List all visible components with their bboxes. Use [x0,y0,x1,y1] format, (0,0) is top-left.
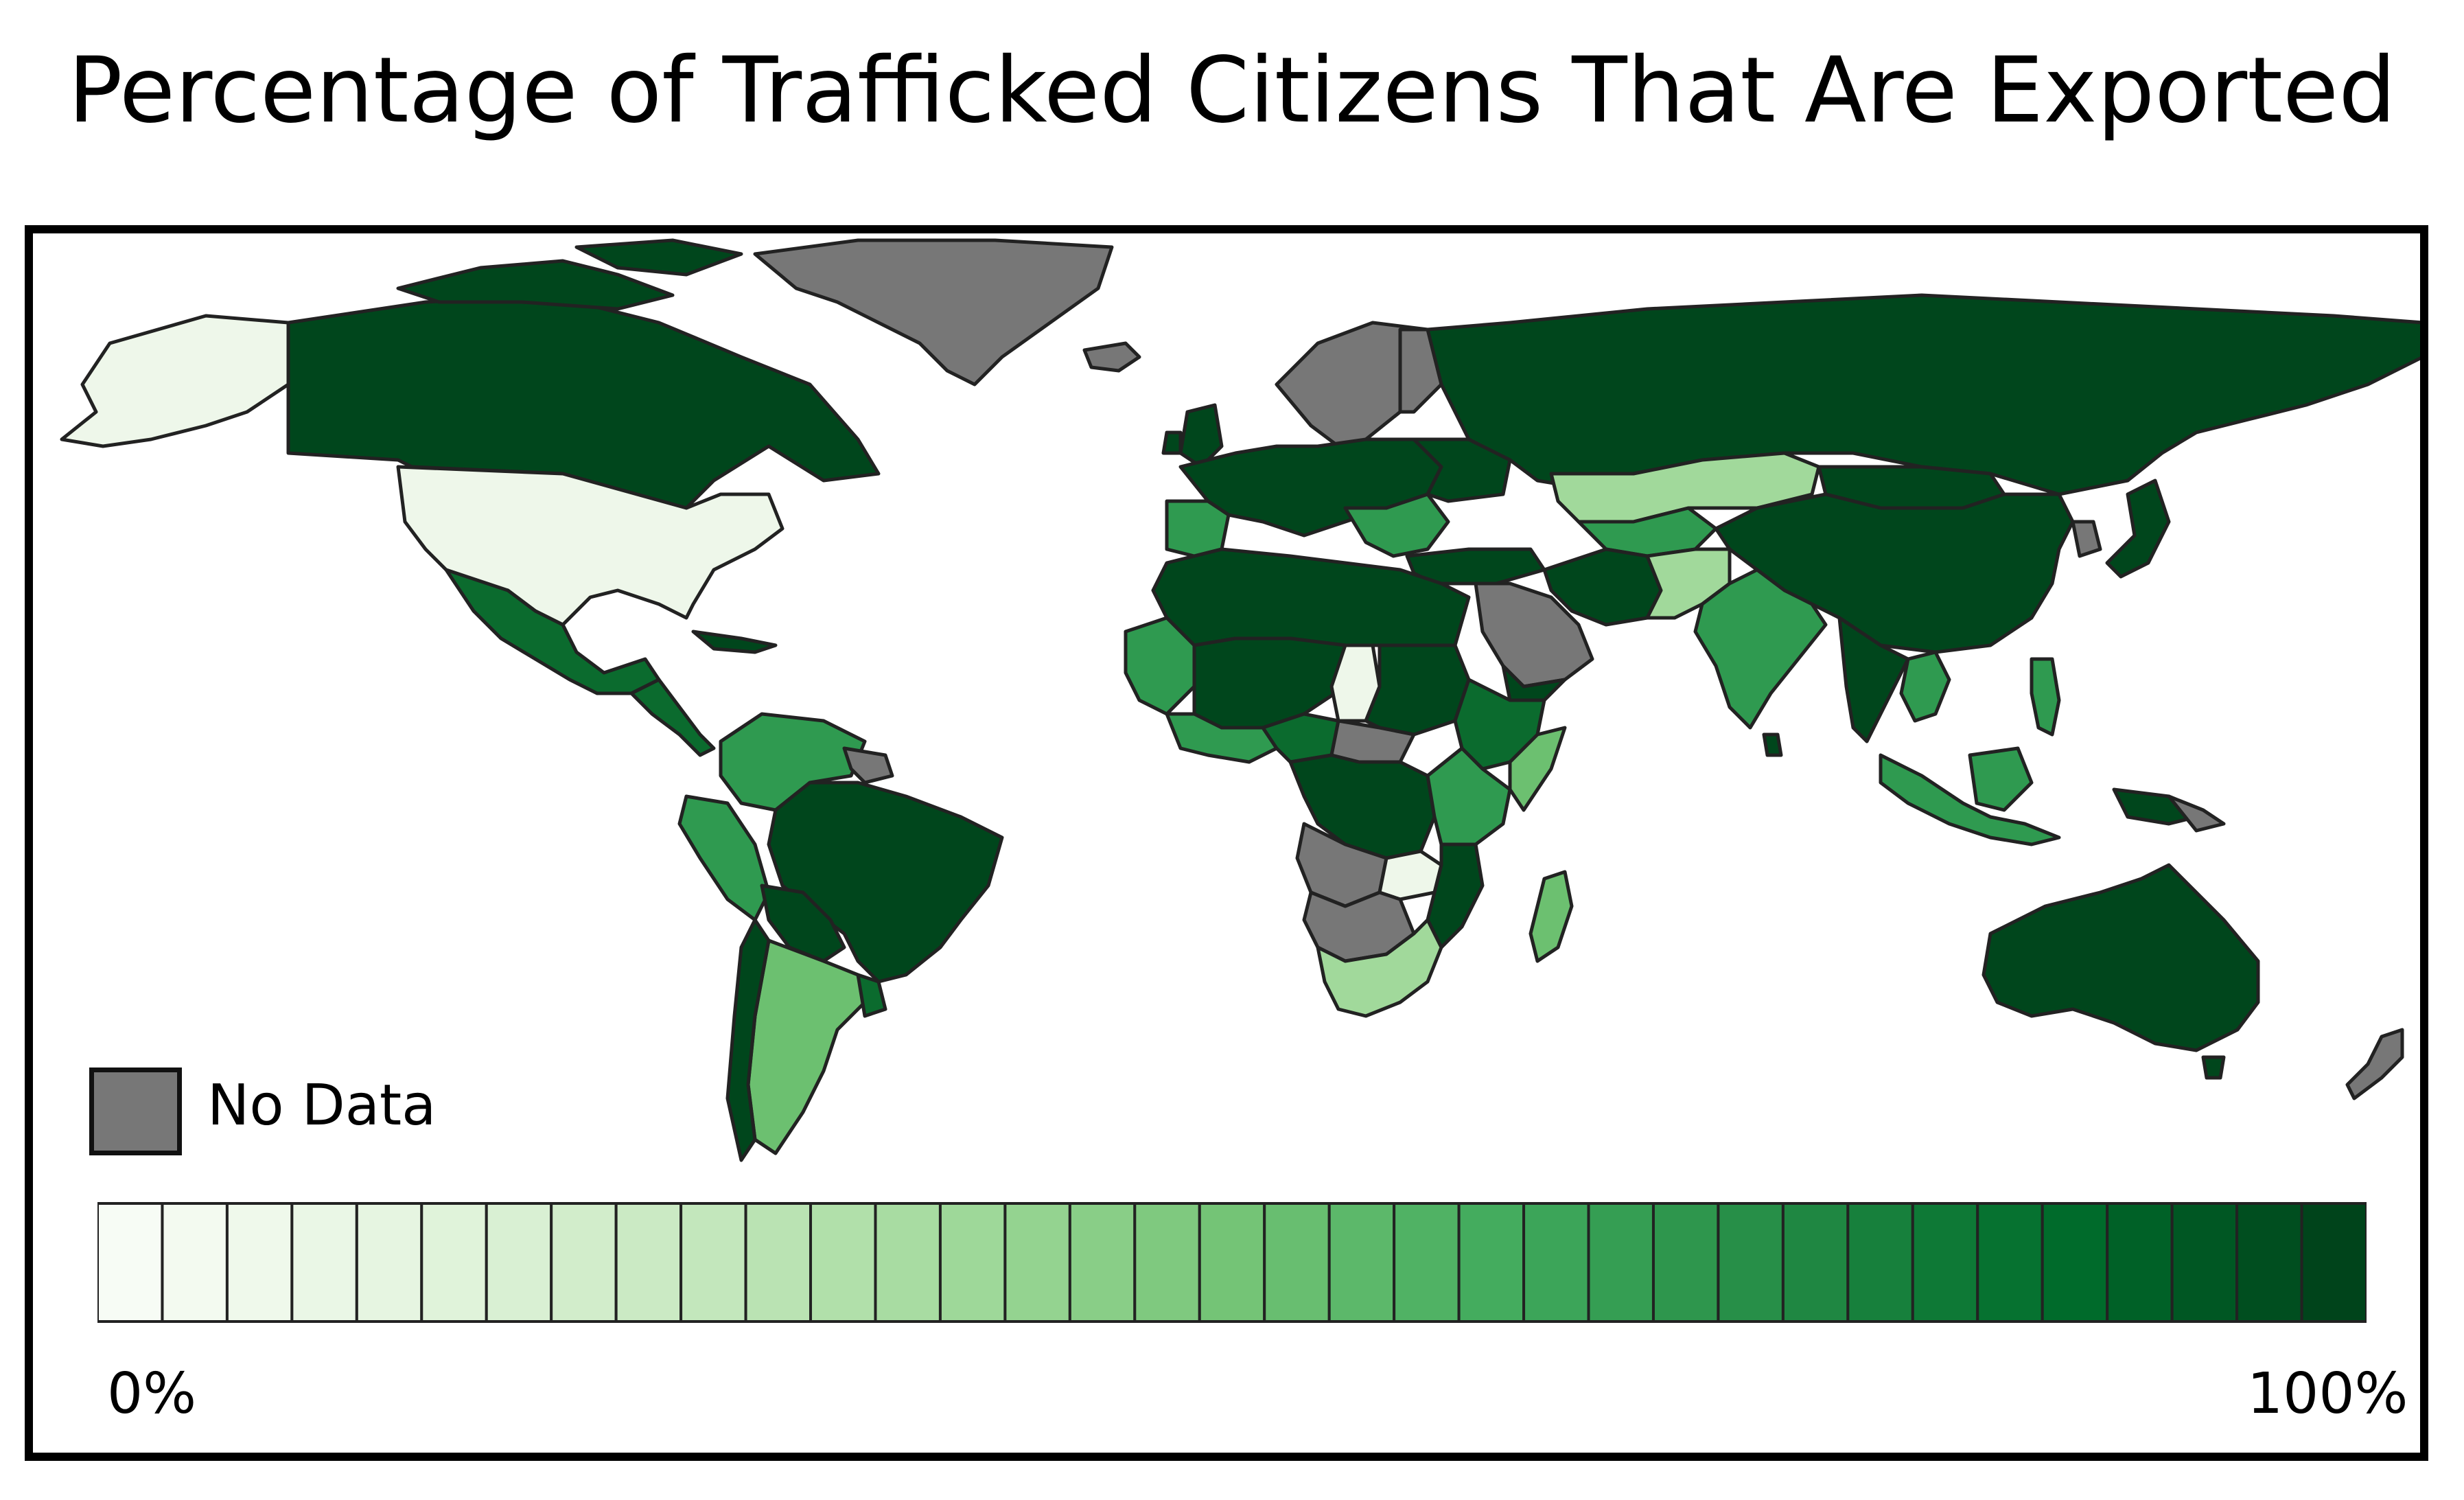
scale-step [1522,1202,1590,1323]
region-korea [2071,520,2102,558]
scale-step [1393,1202,1461,1323]
scale-step [938,1202,1007,1323]
region-bolivia [760,884,846,963]
scale-step [97,1202,164,1323]
scale-step [744,1202,813,1323]
region-argentina [746,938,867,1155]
region-zambia [1378,849,1443,901]
scale-step [1457,1202,1526,1323]
scale-step [679,1202,747,1323]
region-arabia [1474,581,1594,689]
region-sahel [1192,636,1347,730]
region-usa [396,465,784,627]
scale-step [1198,1202,1266,1323]
region-greenland [753,238,1114,386]
region-russia [1426,293,2420,496]
region-borneo [1968,746,2034,812]
scale-step [2300,1202,2367,1323]
region-peru [677,794,771,922]
scale-step [1003,1202,1071,1323]
region-alaska [60,314,290,448]
region-australia [1981,863,2260,1052]
color-scale-bar [97,1202,2367,1323]
region-tasmania [2201,1055,2226,1080]
scale-step [355,1202,423,1323]
region-arctic-islands-2 [574,238,743,277]
region-sudan [1364,643,1471,737]
scale-step [1263,1202,1331,1323]
map-title: Percentage of Trafficked Citizens That A… [68,38,2396,143]
region-indonesia [1879,753,2061,846]
scale-step [420,1202,488,1323]
scale-step [550,1202,618,1323]
region-balkans [1343,492,1450,558]
region-iberia [1165,499,1231,558]
scale-step [2041,1202,2109,1323]
region-central-africa [1288,753,1437,860]
scale-step [1068,1202,1137,1323]
no-data-swatch [89,1068,182,1155]
region-east-africa [1426,746,1512,846]
scale-step [290,1202,358,1323]
region-sri-lanka [1762,732,1783,757]
region-vietnam [1899,650,1951,723]
region-canada [286,293,881,510]
region-central-america [629,678,716,757]
scale-step [161,1202,229,1323]
scale-step [485,1202,553,1323]
region-png [2167,794,2226,833]
region-southeast-asia [1837,616,1910,743]
scale-step [1133,1202,1201,1323]
scale-max-label: 100% [2247,1361,2408,1427]
region-japan [2105,478,2171,579]
region-philippines [2030,657,2061,737]
scale-step [1651,1202,1720,1323]
region-yemen [1501,664,1567,702]
scale-step [874,1202,942,1323]
scale-step [2106,1202,2174,1323]
region-guianas [842,746,894,785]
scale-step [809,1202,877,1323]
region-somalia [1508,726,1567,812]
region-madagascar [1529,870,1574,963]
scale-step [1781,1202,1850,1323]
scale-step [1717,1202,1785,1323]
region-uruguay [856,973,887,1018]
scale-step [2235,1202,2303,1323]
scale-step [2170,1202,2239,1323]
no-data-label: No Data [207,1073,437,1138]
region-arctic-islands [396,259,675,311]
scale-step [1976,1202,2044,1323]
region-ireland [1161,430,1183,455]
scale-step [614,1202,683,1323]
region-west-africa [1124,616,1196,716]
region-south-africa [1316,918,1443,1018]
region-chile [725,918,771,1162]
scale-step [1911,1202,1979,1323]
scale-step [225,1202,294,1323]
scale-min-label: 0% [107,1361,197,1427]
region-new-zealand [2345,1028,2404,1100]
region-north-south-america [719,712,867,812]
region-new-guinea [2112,787,2198,826]
region-india [1693,568,1828,730]
scale-step [1587,1202,1655,1323]
region-iceland [1082,341,1141,373]
scale-step [1846,1202,1914,1323]
region-caribbean [691,630,778,654]
scale-step [1327,1202,1396,1323]
